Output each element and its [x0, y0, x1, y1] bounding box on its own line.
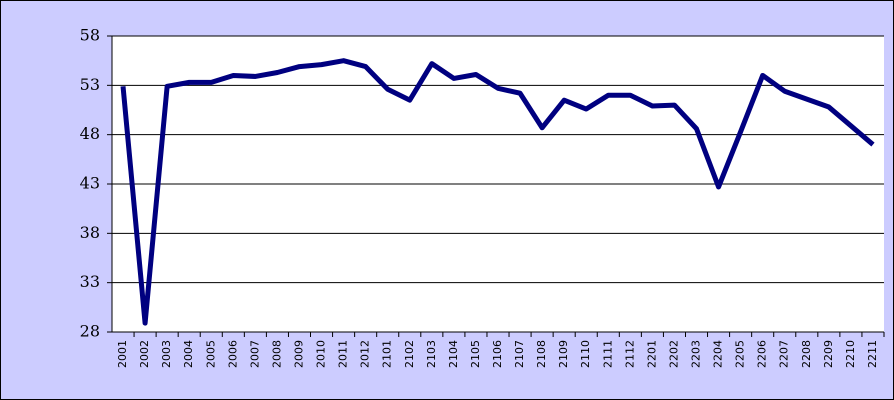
x-tick-label: 2006	[226, 340, 239, 368]
y-tick-label: 38	[80, 223, 100, 242]
x-tick-label: 2111	[601, 340, 614, 368]
x-tick-label: 2107	[513, 340, 526, 368]
x-tick-label: 2112	[623, 340, 636, 368]
x-tick-label: 2104	[447, 340, 460, 368]
x-tick-label: 2103	[425, 340, 438, 368]
data-line	[120, 58, 875, 326]
x-tick-label: 2108	[535, 340, 548, 368]
x-tick-label: 2109	[557, 340, 570, 368]
x-tick-label: 2012	[359, 340, 372, 368]
y-tick-label: 43	[80, 174, 100, 193]
x-tick-label: 2210	[844, 340, 857, 368]
x-tick-label: 2102	[403, 340, 416, 368]
x-tick-label: 2110	[579, 340, 592, 368]
x-tick-label: 2009	[292, 340, 305, 368]
x-tick-label: 2005	[204, 340, 217, 368]
x-tick-label: 2003	[160, 340, 173, 368]
x-tick-label: 2211	[866, 340, 879, 368]
y-tick-label: 48	[80, 124, 100, 143]
x-tick-label: 2002	[138, 340, 151, 368]
y-tick-label: 28	[80, 322, 100, 341]
x-tick-label: 2001	[116, 340, 129, 368]
x-tick-label: 2207	[778, 340, 791, 368]
x-tick-label: 2202	[667, 340, 680, 368]
y-tick-label: 53	[80, 75, 100, 94]
x-tick-label: 2205	[734, 340, 747, 368]
x-tick-label: 2206	[756, 340, 769, 368]
x-tick-label: 2004	[182, 340, 195, 368]
x-tick-label: 2008	[270, 340, 283, 368]
x-tick-label: 2010	[315, 340, 328, 368]
x-tick-label: 2101	[381, 340, 394, 368]
x-tick-label: 2201	[645, 340, 658, 368]
x-tick-label: 2203	[690, 340, 703, 368]
x-tick-label: 2011	[337, 340, 350, 368]
x-tick-label: 2106	[491, 340, 504, 368]
y-tick-label: 58	[80, 26, 100, 45]
x-tick-label: 2209	[822, 340, 835, 368]
x-tick-label: 2007	[248, 340, 261, 368]
x-tick-label: 2105	[469, 340, 482, 368]
x-tick-label: 2208	[800, 340, 813, 368]
y-tick-label: 33	[80, 272, 100, 291]
x-tick-label: 2204	[712, 340, 725, 368]
